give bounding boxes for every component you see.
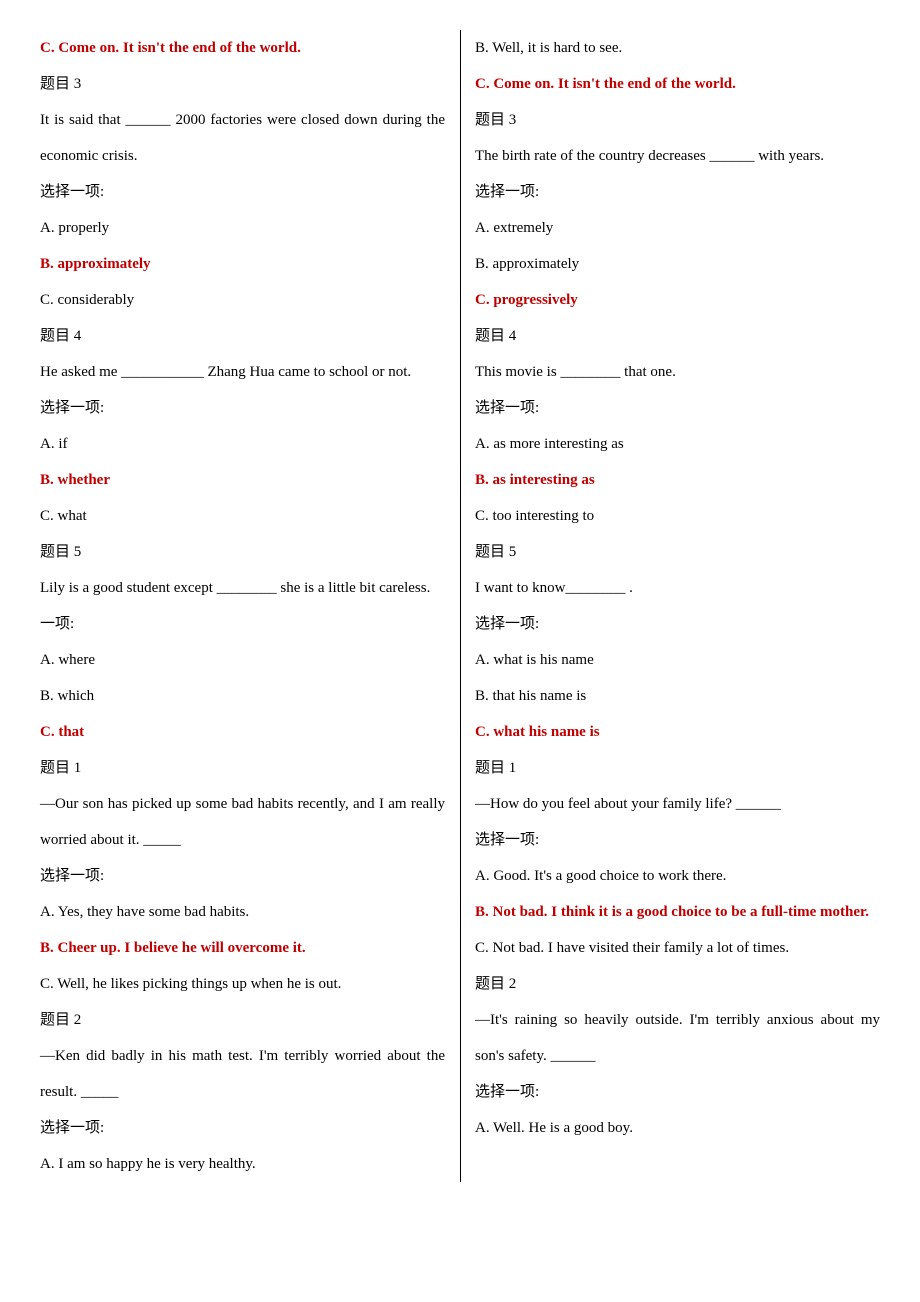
text-line: C. Come on. It isn't the end of the worl… [40,30,445,66]
text-line: C. considerably [40,282,445,318]
text-line: C. Well, he likes picking things up when… [40,966,445,1002]
text-line: A. where [40,642,445,678]
text-line: B. approximately [475,246,880,282]
text-line: 选择一项: [475,606,880,642]
text-line: —It's raining so heavily outside. I'm te… [475,1002,880,1074]
text-line: 题目 5 [40,534,445,570]
text-line: 题目 1 [475,750,880,786]
text-line: A. what is his name [475,642,880,678]
text-line: B. Cheer up. I believe he will overcome … [40,930,445,966]
text-line: 题目 3 [40,66,445,102]
text-line: 题目 3 [475,102,880,138]
text-line: This movie is ________ that one. [475,354,880,390]
text-line: 题目 1 [40,750,445,786]
text-line: 题目 4 [475,318,880,354]
two-column-container: C. Come on. It isn't the end of the worl… [40,30,880,1182]
text-line: 选择一项: [475,390,880,426]
text-line: A. I am so happy he is very healthy. [40,1146,445,1182]
text-line: A. Good. It's a good choice to work ther… [475,858,880,894]
text-line: B. Well, it is hard to see. [475,30,880,66]
text-line: A. extremely [475,210,880,246]
text-line: C. what his name is [475,714,880,750]
text-line: B. which [40,678,445,714]
text-line: A. if [40,426,445,462]
text-line: C. too interesting to [475,498,880,534]
text-line: A. properly [40,210,445,246]
text-line: B. that his name is [475,678,880,714]
text-line: It is said that ______ 2000 factories we… [40,102,445,174]
text-line: 题目 2 [475,966,880,1002]
text-line: C. Come on. It isn't the end of the worl… [475,66,880,102]
text-line: A. Yes, they have some bad habits. [40,894,445,930]
text-line: 选择一项: [40,858,445,894]
text-line: C. that [40,714,445,750]
text-line: B. as interesting as [475,462,880,498]
text-line: —How do you feel about your family life?… [475,786,880,822]
text-line: 选择一项: [40,390,445,426]
text-line: C. progressively [475,282,880,318]
text-line: B. approximately [40,246,445,282]
text-line: C. what [40,498,445,534]
text-line: 题目 4 [40,318,445,354]
text-line: 选择一项: [40,1110,445,1146]
text-line: A. as more interesting as [475,426,880,462]
text-line: 选择一项: [475,1074,880,1110]
text-line: 选择一项: [40,174,445,210]
text-line: 一项: [40,606,445,642]
text-line: B. Not bad. I think it is a good choice … [475,894,880,930]
text-line: I want to know________ . [475,570,880,606]
text-line: B. whether [40,462,445,498]
text-line: —Our son has picked up some bad habits r… [40,786,445,858]
text-line: Lily is a good student except ________ s… [40,570,445,606]
text-line: —Ken did badly in his math test. I'm ter… [40,1038,445,1110]
text-line: He asked me ___________ Zhang Hua came t… [40,354,445,390]
text-line: A. Well. He is a good boy. [475,1110,880,1146]
text-line: 选择一项: [475,822,880,858]
text-line: The birth rate of the country decreases … [475,138,880,174]
text-line: C. Not bad. I have visited their family … [475,930,880,966]
text-line: 题目 2 [40,1002,445,1038]
text-line: 题目 5 [475,534,880,570]
text-line: 选择一项: [475,174,880,210]
